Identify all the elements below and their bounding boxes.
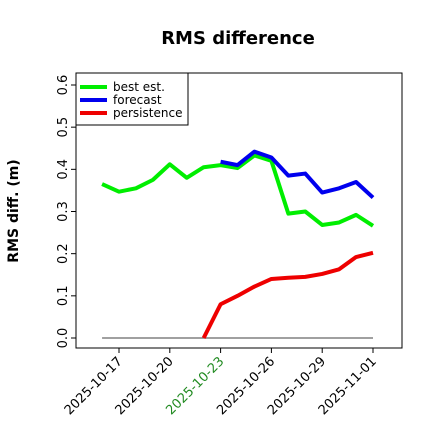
y-axis-label: RMS diff. (m) bbox=[6, 159, 22, 262]
legend-label: forecast bbox=[113, 93, 162, 107]
y-tick-label: 0.0 bbox=[56, 328, 71, 349]
series-line-persistence bbox=[201, 250, 374, 339]
plot-frame bbox=[75, 72, 403, 349]
legend-label: persistence bbox=[113, 106, 182, 120]
legend-label: best est. bbox=[113, 80, 165, 94]
y-tick-label: 0.6 bbox=[56, 75, 71, 96]
axes: 0.00.10.20.30.40.50.62025-10-172025-10-2… bbox=[56, 75, 380, 419]
chart-title: RMS difference bbox=[161, 28, 315, 49]
y-tick-label: 0.3 bbox=[56, 201, 71, 222]
plot-area bbox=[101, 149, 375, 339]
y-tick-label: 0.5 bbox=[56, 117, 71, 138]
y-tick-label: 0.2 bbox=[56, 243, 71, 264]
y-tick-label: 0.1 bbox=[56, 285, 71, 306]
series-line-forecast bbox=[220, 149, 375, 200]
series-line-best-est bbox=[101, 153, 375, 228]
y-tick-label: 0.4 bbox=[56, 159, 71, 180]
